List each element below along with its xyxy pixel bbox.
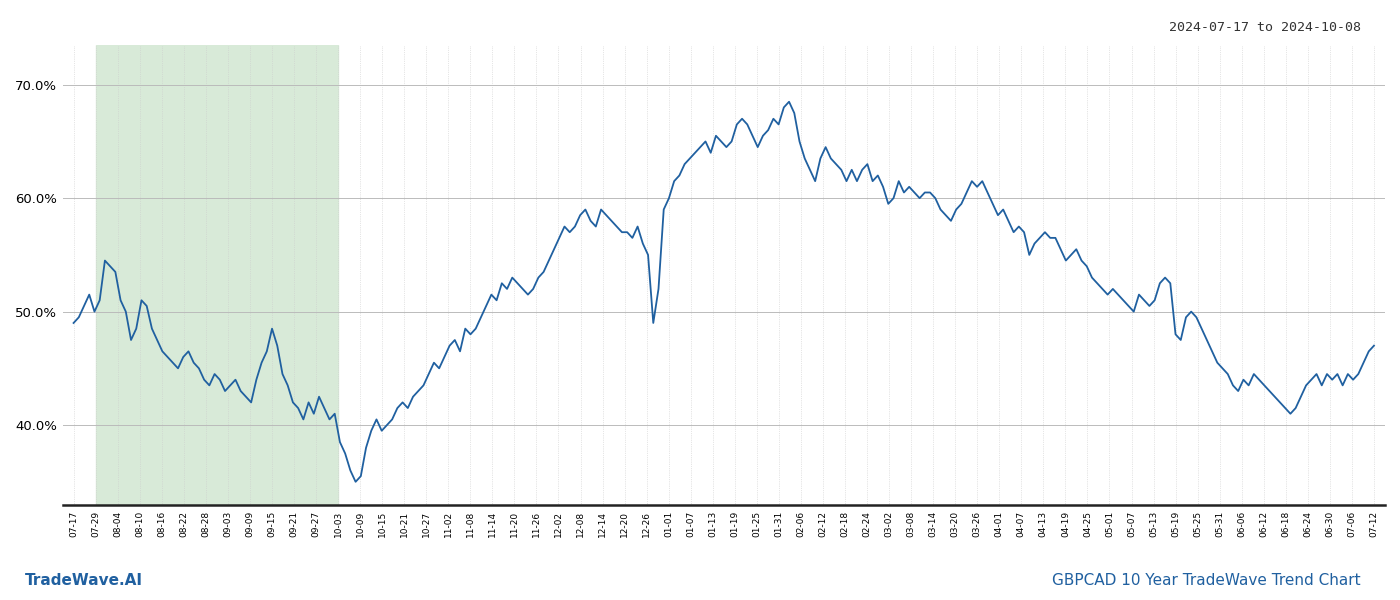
Text: GBPCAD 10 Year TradeWave Trend Chart: GBPCAD 10 Year TradeWave Trend Chart (1053, 573, 1361, 588)
Text: TradeWave.AI: TradeWave.AI (25, 573, 143, 588)
Bar (95, 45, 337, 505)
Text: 2024-07-17 to 2024-10-08: 2024-07-17 to 2024-10-08 (1169, 21, 1361, 34)
